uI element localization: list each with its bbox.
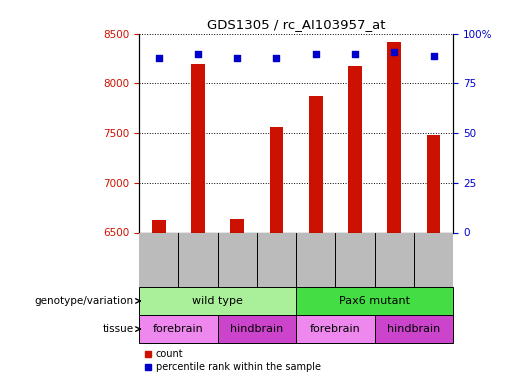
Bar [427, 135, 440, 232]
Text: Pax6 mutant: Pax6 mutant [339, 296, 410, 306]
Bar [375, 315, 453, 343]
Point [390, 49, 399, 55]
Point [154, 55, 163, 61]
Legend: count, percentile rank within the sample: count, percentile rank within the sample [144, 349, 320, 372]
Bar [296, 315, 375, 343]
Bar [191, 63, 205, 232]
Bar [387, 42, 401, 232]
Point [351, 51, 359, 57]
Bar [309, 96, 322, 232]
Text: hindbrain: hindbrain [230, 324, 283, 334]
Bar [348, 66, 362, 232]
Point [430, 53, 438, 58]
Text: wild type: wild type [192, 296, 243, 306]
Bar [296, 287, 453, 315]
Point [194, 51, 202, 57]
Point [312, 51, 320, 57]
Bar [139, 287, 296, 315]
Text: forebrain: forebrain [310, 324, 361, 334]
Bar [139, 315, 217, 343]
Point [233, 55, 242, 61]
Text: hindbrain: hindbrain [387, 324, 440, 334]
Text: forebrain: forebrain [153, 324, 204, 334]
Title: GDS1305 / rc_AI103957_at: GDS1305 / rc_AI103957_at [207, 18, 385, 31]
Bar [270, 127, 283, 232]
Bar [230, 219, 244, 232]
Text: genotype/variation: genotype/variation [35, 296, 134, 306]
Bar [217, 315, 296, 343]
Text: tissue: tissue [103, 324, 134, 334]
Point [272, 55, 281, 61]
Bar [152, 220, 165, 232]
